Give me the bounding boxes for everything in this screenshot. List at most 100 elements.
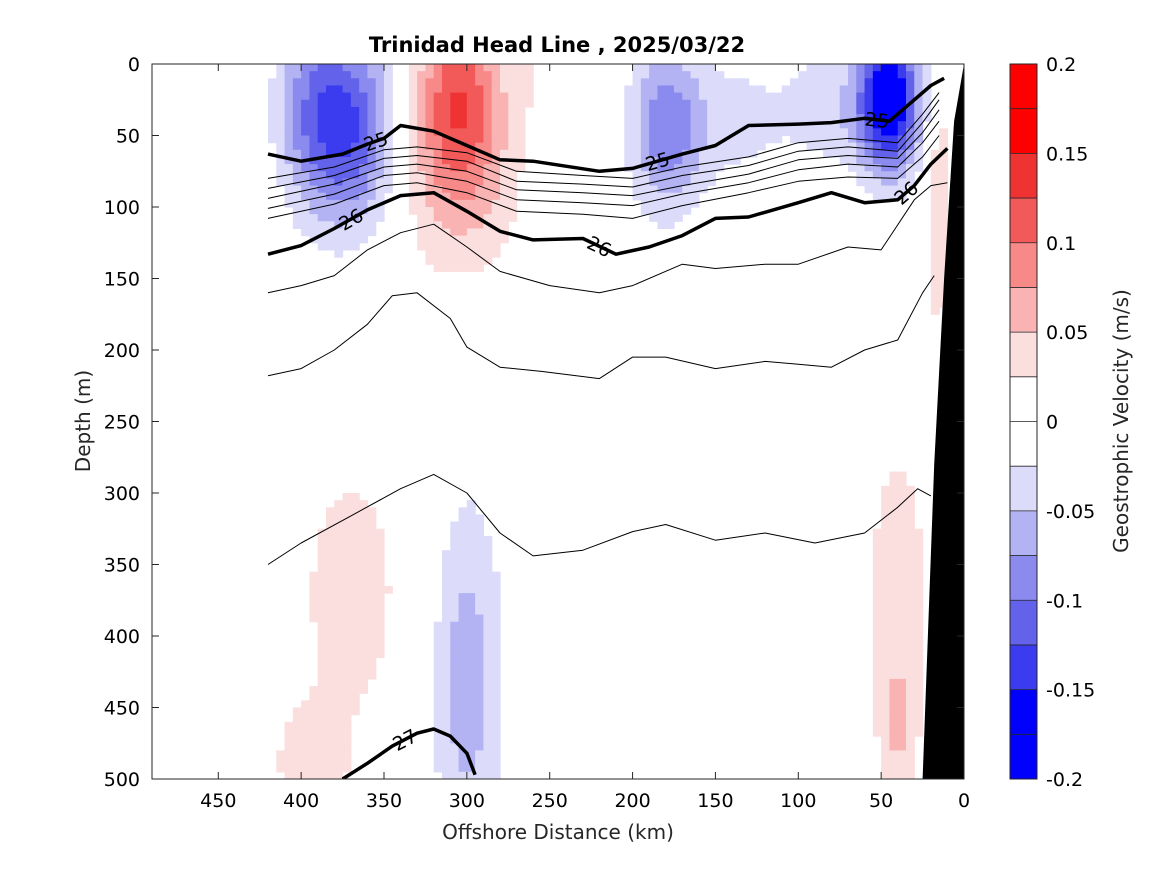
velocity-cell	[872, 671, 882, 680]
velocity-cell	[417, 121, 427, 129]
velocity-cell	[632, 71, 642, 79]
velocity-cell	[458, 707, 468, 716]
velocity-cell	[748, 142, 758, 151]
velocity-cell	[450, 650, 460, 659]
velocity-cell	[483, 657, 493, 666]
velocity-cell	[889, 185, 899, 194]
velocity-cell	[433, 714, 443, 723]
velocity-cell	[425, 249, 435, 258]
velocity-cell	[350, 199, 360, 208]
velocity-cell	[317, 664, 327, 673]
velocity-cell	[690, 149, 700, 158]
velocity-cell	[367, 228, 377, 237]
velocity-cell	[864, 71, 874, 79]
velocity-cell	[856, 99, 866, 108]
velocity-cell	[450, 178, 460, 187]
velocity-cell	[359, 199, 369, 208]
velocity-cell	[326, 185, 335, 194]
velocity-cell	[707, 164, 717, 172]
velocity-cell	[359, 106, 369, 115]
velocity-cell	[292, 121, 302, 129]
velocity-cell	[350, 643, 360, 651]
velocity-cell	[914, 593, 924, 601]
velocity-cell	[384, 178, 393, 187]
velocity-cell	[881, 743, 891, 751]
velocity-cell	[442, 249, 451, 258]
velocity-cell	[508, 149, 518, 158]
velocity-cell	[773, 135, 783, 144]
velocity-cell	[881, 636, 891, 644]
velocity-cell	[450, 92, 460, 101]
velocity-cell	[881, 550, 891, 558]
velocity-cell	[508, 142, 518, 151]
velocity-cell	[450, 636, 460, 644]
velocity-cell	[284, 85, 294, 94]
velocity-cell	[690, 164, 700, 172]
velocity-cell	[715, 78, 725, 87]
velocity-cell	[326, 764, 335, 773]
velocity-cell	[367, 664, 377, 673]
velocity-cell	[897, 607, 907, 616]
velocity-cell	[665, 221, 675, 230]
velocity-cell	[433, 178, 443, 187]
velocity-cell	[723, 128, 733, 137]
velocity-cell	[375, 128, 385, 137]
velocity-cell	[450, 750, 460, 759]
velocity-cell	[806, 64, 816, 72]
velocity-cell	[790, 106, 799, 115]
velocity-cell	[367, 92, 377, 101]
velocity-cell	[906, 485, 915, 494]
velocity-cell	[309, 149, 319, 158]
velocity-cell	[823, 149, 833, 158]
velocity-cell	[367, 571, 377, 580]
velocity-cell	[317, 99, 327, 108]
velocity-cell	[914, 543, 924, 551]
colorbar-tick-label: 0.1	[1046, 233, 1076, 255]
velocity-cell	[864, 121, 874, 129]
velocity-cell	[466, 557, 476, 566]
velocity-cell	[350, 235, 360, 244]
velocity-cell	[483, 199, 493, 208]
velocity-cell	[914, 128, 924, 137]
velocity-cell	[848, 99, 857, 108]
velocity-cell	[864, 142, 874, 151]
velocity-cell	[359, 535, 369, 544]
velocity-cell	[632, 64, 642, 72]
velocity-cell	[889, 142, 899, 151]
velocity-cell	[442, 257, 451, 265]
velocity-cell	[640, 121, 650, 129]
velocity-cell	[715, 106, 725, 115]
velocity-cell	[881, 557, 891, 566]
velocity-cell	[723, 149, 733, 158]
velocity-cell	[649, 85, 659, 94]
velocity-cell	[632, 121, 642, 129]
velocity-cell	[359, 643, 369, 651]
velocity-cell	[326, 693, 335, 701]
velocity-cell	[632, 78, 642, 87]
velocity-cell	[301, 214, 311, 222]
velocity-cell	[914, 106, 924, 115]
velocity-cell	[466, 128, 476, 137]
velocity-cell	[781, 114, 791, 122]
velocity-cell	[268, 106, 277, 115]
velocity-cell	[872, 135, 882, 144]
velocity-cell	[690, 106, 700, 115]
velocity-cell	[831, 142, 841, 151]
velocity-cell	[897, 650, 907, 659]
velocity-cell	[906, 578, 915, 587]
velocity-cell	[334, 114, 344, 122]
velocity-cell	[342, 192, 352, 201]
velocity-cell	[864, 135, 874, 144]
velocity-cell	[334, 571, 344, 580]
velocity-cell	[906, 621, 915, 630]
colorbar-tick-label: -0.15	[1046, 680, 1095, 702]
velocity-cell	[326, 600, 335, 608]
velocity-cell	[674, 71, 683, 79]
velocity-cell	[897, 728, 907, 737]
velocity-cell	[292, 135, 302, 144]
velocity-cell	[359, 221, 369, 230]
velocity-cell	[475, 64, 485, 72]
velocity-cell	[359, 235, 369, 244]
velocity-cell	[317, 106, 327, 115]
velocity-cell	[483, 249, 493, 258]
